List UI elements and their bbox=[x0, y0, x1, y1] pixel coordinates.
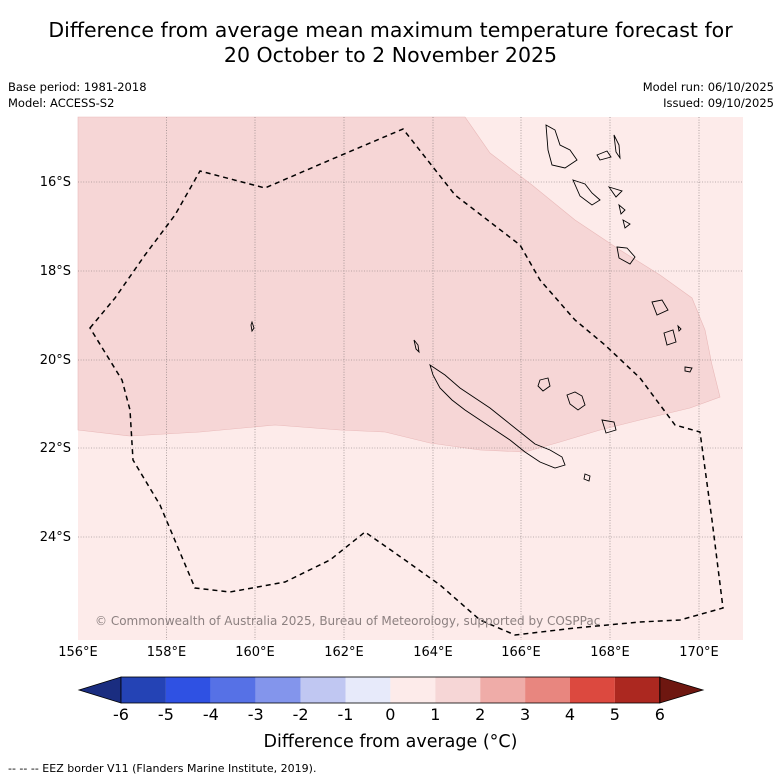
lat-label-20s: 20°S bbox=[39, 353, 71, 368]
meta-left: Base period: 1981-2018 Model: ACCESS-S2 bbox=[8, 79, 147, 111]
vanuatu-aneityum bbox=[684, 366, 693, 373]
vanuatu-pentecost bbox=[607, 186, 623, 198]
chesterfield-islet bbox=[250, 320, 255, 333]
colorbar-tick-label: -4 bbox=[202, 705, 219, 724]
colorbar-swatch bbox=[525, 677, 570, 703]
colorbar-extend-high bbox=[659, 676, 705, 704]
colorbar-tick-label: 5 bbox=[609, 705, 620, 724]
vanuatu-ambae bbox=[596, 150, 612, 161]
vanuatu-malekula bbox=[572, 179, 601, 206]
colorbar-tick-label: -2 bbox=[292, 705, 309, 724]
anomaly-region-1-to-2 bbox=[77, 116, 721, 453]
lon-label-164e: 164°E bbox=[413, 645, 453, 660]
title-line-2: 20 October to 2 November 2025 bbox=[223, 43, 558, 67]
lat-label-16s: 16°S bbox=[39, 175, 71, 190]
vanuatu-small-2 bbox=[622, 219, 631, 229]
colorbar-swatch bbox=[435, 677, 481, 703]
lat-label-24s: 24°S bbox=[39, 530, 71, 545]
lon-label-158e: 158°E bbox=[146, 645, 187, 660]
lat-label-22s: 22°S bbox=[39, 441, 71, 456]
colorbar-swatch bbox=[165, 677, 211, 703]
eez-border bbox=[89, 128, 724, 636]
vanuatu-tanna bbox=[663, 329, 677, 346]
meta-right: Model run: 06/10/2025 Issued: 09/10/2025 bbox=[643, 79, 774, 111]
lon-label-170e: 170°E bbox=[679, 645, 719, 660]
loyalty-ouvea bbox=[601, 419, 617, 434]
vanuatu-efate bbox=[616, 246, 636, 265]
colorbar-outline bbox=[120, 676, 661, 704]
colorbar-tick-label: -6 bbox=[113, 705, 129, 724]
new-caledonia-land bbox=[429, 363, 566, 469]
copyright-text: © Commonwealth of Australia 2025, Bureau… bbox=[95, 614, 601, 628]
colorbar-swatch bbox=[570, 677, 615, 703]
colorbar-label: Difference from average (°C) bbox=[263, 732, 518, 752]
vanuatu-maewo bbox=[613, 134, 621, 160]
vanuatu-small-3 bbox=[677, 324, 682, 332]
lon-label-166e: 166°E bbox=[501, 645, 541, 660]
landmasses bbox=[250, 124, 693, 482]
colorbar-tick-label: 3 bbox=[520, 705, 531, 724]
colorbar-swatch bbox=[255, 677, 301, 703]
lon-label-162e: 162°E bbox=[324, 645, 364, 660]
vanuatu-erromango bbox=[651, 299, 669, 316]
isle-of-pines bbox=[583, 473, 591, 482]
chart-title: Difference from average mean maximum tem… bbox=[0, 18, 781, 68]
colorbar-swatch bbox=[345, 677, 391, 703]
model-run: Model run: 06/10/2025 bbox=[642, 80, 774, 94]
colorbar-tick-label: -3 bbox=[247, 705, 264, 724]
model-name: Model: ACCESS-S2 bbox=[8, 96, 115, 110]
vanuatu-santo bbox=[545, 124, 578, 169]
base-period: Base period: 1981-2018 bbox=[8, 80, 147, 94]
colorbar-tick-label: 1 bbox=[430, 705, 441, 724]
title-line-1: Difference from average mean maximum tem… bbox=[48, 18, 733, 42]
issued-date: Issued: 09/10/2025 bbox=[663, 96, 774, 110]
lon-label-156e: 156°E bbox=[58, 645, 98, 660]
belep-islands bbox=[413, 339, 420, 354]
colorbar-swatch bbox=[614, 677, 660, 703]
map-gridlines bbox=[78, 117, 743, 640]
colorbar-swatch bbox=[121, 677, 166, 703]
lon-label-168e: 168°E bbox=[590, 645, 630, 660]
colorbar-extend-low bbox=[77, 676, 122, 704]
lon-label-160e: 160°E bbox=[235, 645, 275, 660]
colorbar-tick-label: 0 bbox=[385, 705, 396, 724]
lat-label-18s: 18°S bbox=[39, 264, 71, 279]
colorbar-swatch bbox=[480, 677, 526, 703]
colorbar-swatch bbox=[390, 677, 436, 703]
colorbar-tick-label: -5 bbox=[157, 705, 174, 724]
colorbar-tick-label: 6 bbox=[654, 705, 665, 724]
loyalty-lifou bbox=[537, 377, 551, 392]
vanuatu-small-1 bbox=[618, 203, 626, 215]
colorbar-tick-label: -1 bbox=[337, 705, 354, 724]
colorbar-tick-label: 2 bbox=[475, 705, 486, 724]
colorbar-swatch bbox=[210, 677, 256, 703]
colorbar-tick-label: 4 bbox=[564, 705, 576, 724]
colorbar-swatch bbox=[300, 677, 346, 703]
loyalty-maré bbox=[566, 391, 586, 411]
eez-footnote: -- -- -- EEZ border V11 (Flanders Marine… bbox=[8, 762, 317, 775]
